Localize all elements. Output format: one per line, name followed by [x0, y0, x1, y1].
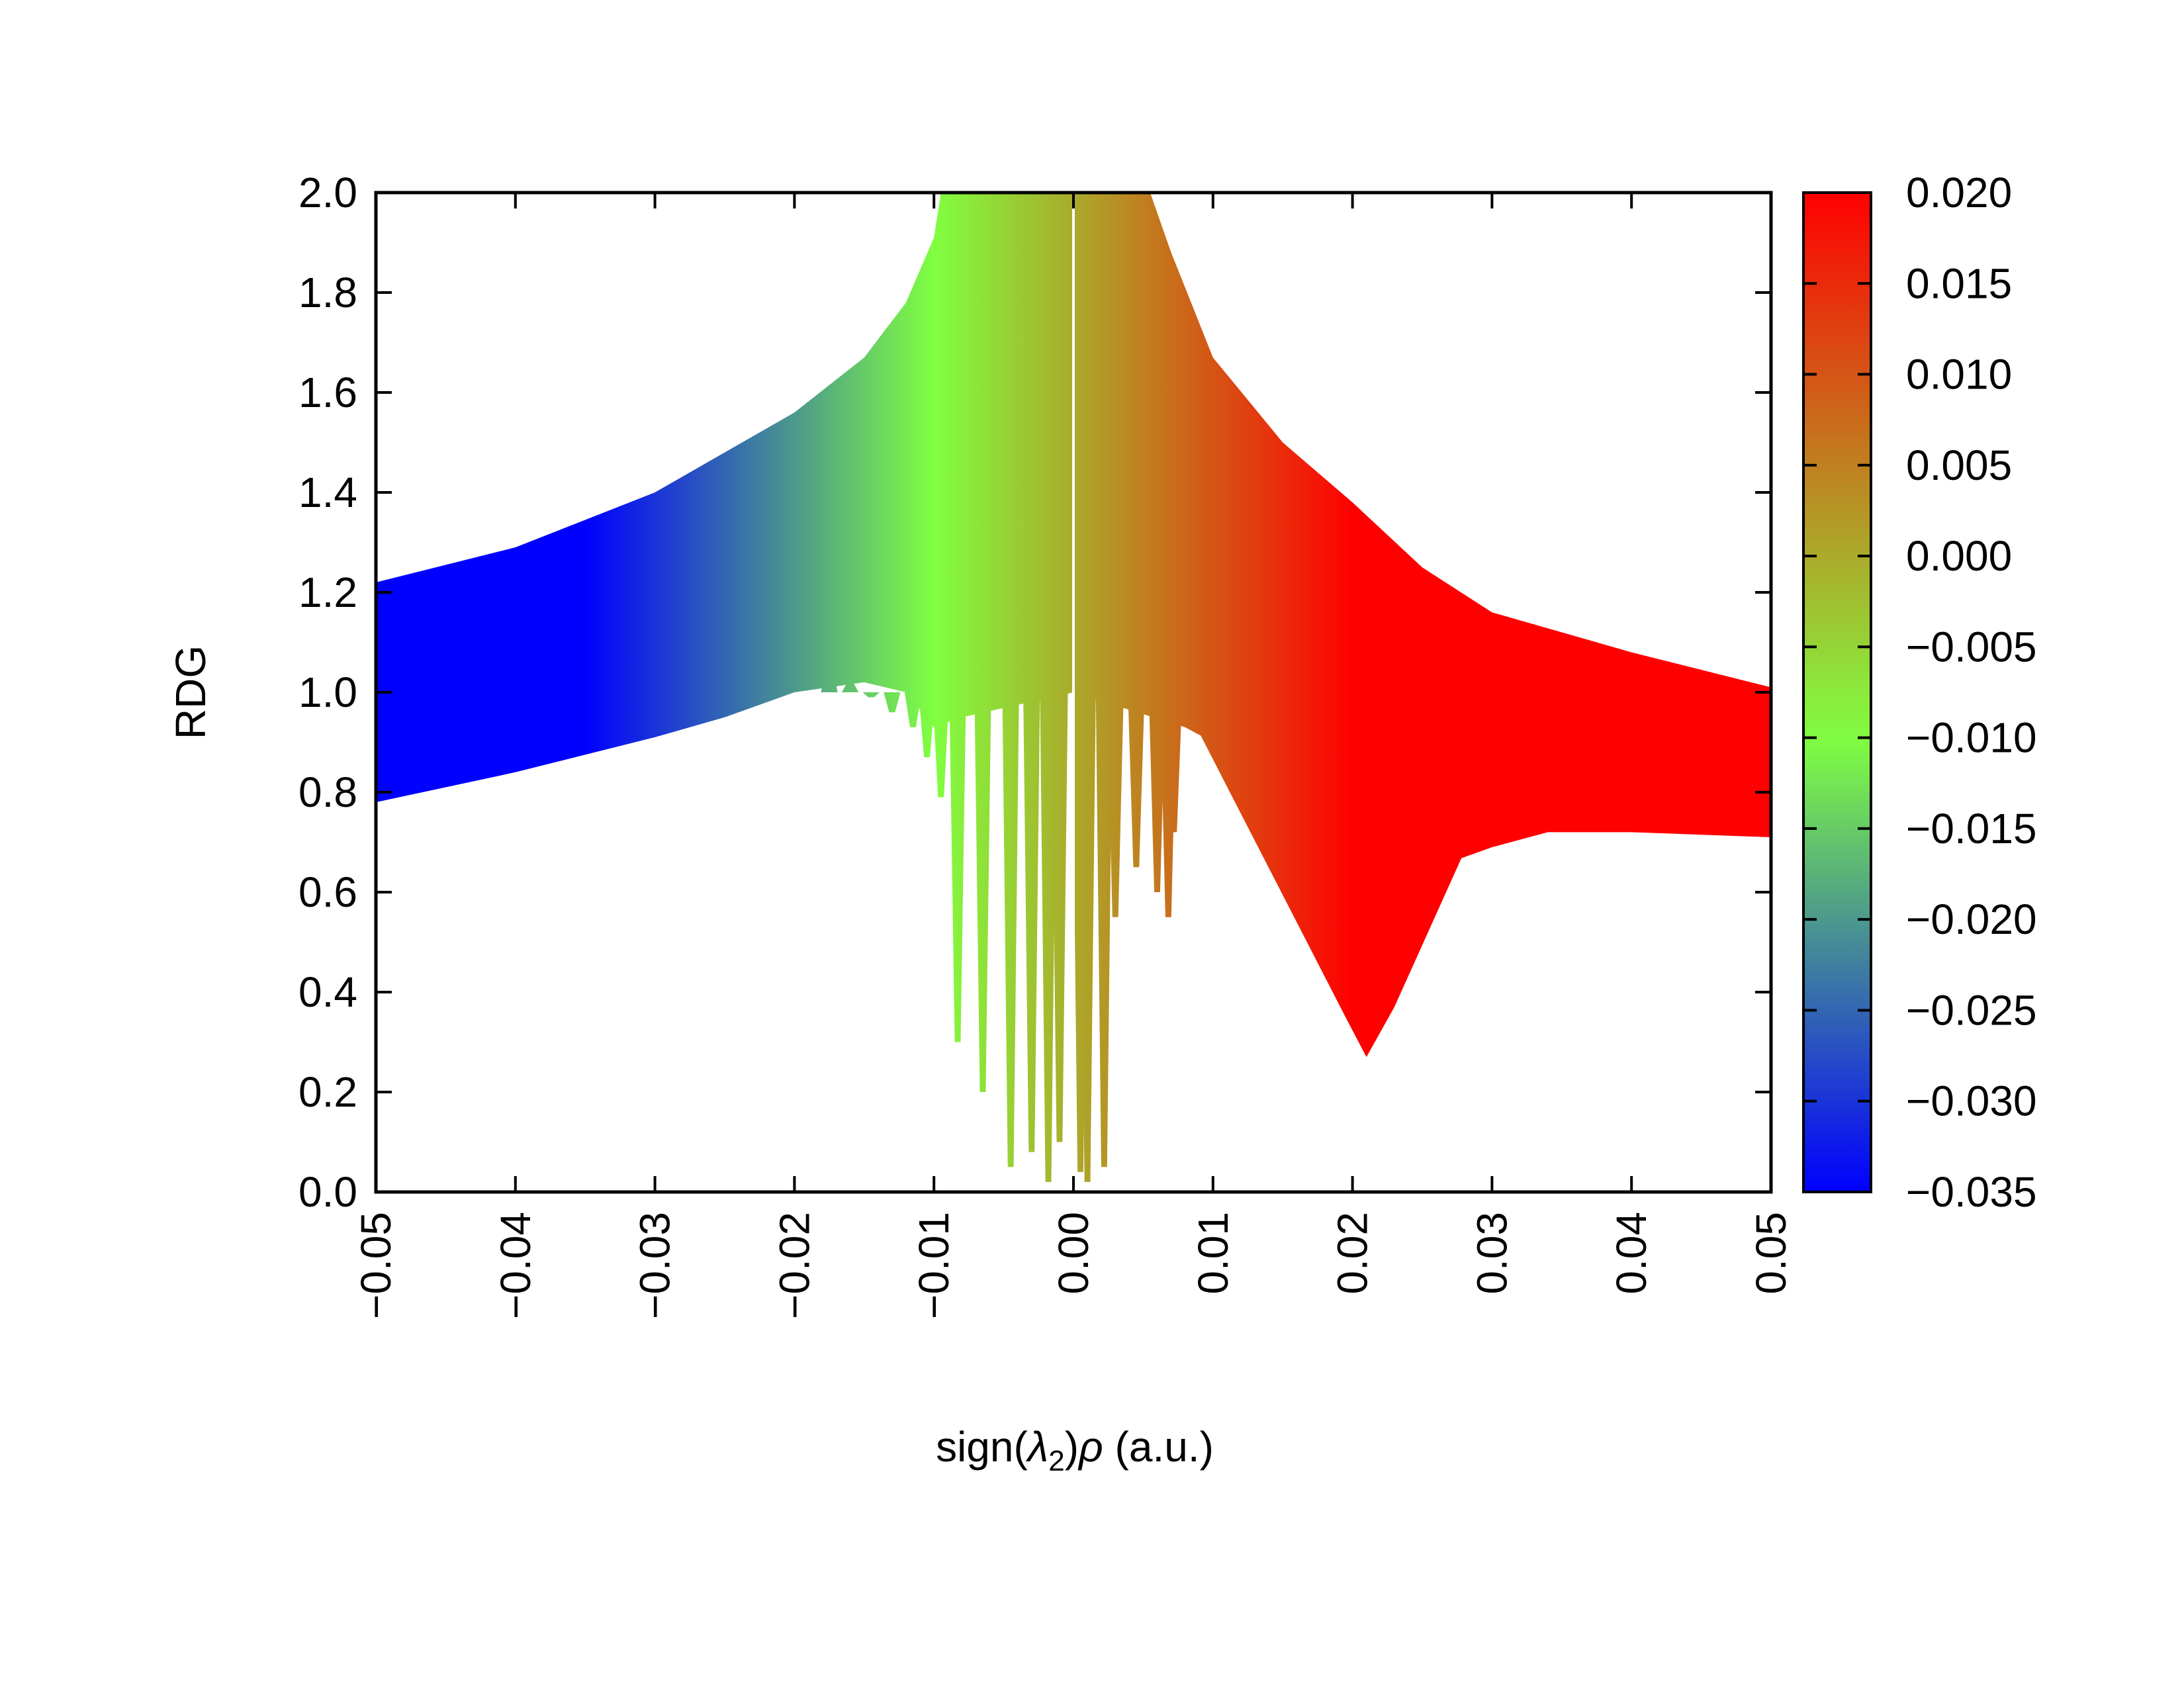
colorbar-tick-label: 0.020 [1906, 169, 2012, 216]
x-tick-label: 0.01 [1189, 1212, 1237, 1295]
colorbar-tick-label: −0.030 [1906, 1077, 2037, 1125]
rdg-spike [821, 667, 838, 692]
y-tick-label: 0.4 [298, 968, 357, 1016]
x-tick-label: 0.04 [1608, 1212, 1655, 1295]
y-tick-label: 1.8 [298, 269, 357, 316]
rdg-spike [1095, 692, 1113, 1167]
x-axis-label: sign(λ2)ρ (a.u.) [936, 1423, 1214, 1477]
rdg-spike [974, 692, 991, 1092]
rdg-spike [1107, 692, 1124, 917]
y-tick-label: 2.0 [298, 169, 357, 216]
y-axis: 0.0 0.2 0.4 0.6 0.8 1.0 1.2 1.4 1.6 1.8 2.0 [298, 169, 1771, 1216]
colorbar-tick-label: −0.005 [1906, 623, 2037, 670]
x-tick-label: −0.05 [352, 1212, 400, 1319]
rdg-spike [949, 692, 966, 1042]
colorbar-tick-label: 0.000 [1906, 532, 2012, 580]
rdg-spike [842, 682, 859, 692]
colorbar-tick-label: −0.025 [1906, 986, 2037, 1034]
rdg-spike [1128, 692, 1145, 868]
y-axis-label: RDG [167, 645, 214, 739]
y-tick-label: 0.6 [298, 868, 357, 916]
x-tick-label: 0.02 [1329, 1212, 1377, 1295]
colorbar-tick-label: 0.005 [1906, 441, 2012, 489]
colorbar-tick-label: 0.010 [1906, 351, 2012, 398]
y-tick-label: 1.2 [298, 569, 357, 616]
scatter-layer [376, 193, 1771, 1182]
x-tick-label: 0.05 [1747, 1212, 1795, 1295]
x-tick-label: −0.02 [770, 1212, 818, 1319]
y-tick-label: 1.0 [298, 668, 357, 716]
rdg-spike [904, 692, 922, 727]
colorbar-tick-label: −0.020 [1906, 895, 2037, 943]
rdg-spike [1002, 692, 1019, 1167]
x-axis: −0.05 −0.04 −0.03 −0.02 −0.01 0.00 0.01 0.02 0.0… [352, 193, 1795, 1319]
colorbar-tick-label: −0.010 [1906, 714, 2037, 762]
rdg-spike [933, 692, 950, 798]
rdg-spike [1165, 692, 1183, 833]
rdg-spike [919, 692, 936, 758]
colorbar-tick-label: −0.015 [1906, 805, 2037, 852]
colorbar-tick-label: −0.035 [1906, 1168, 2037, 1216]
rdg-spike [884, 692, 901, 713]
colorbar-tick-label: 0.015 [1906, 259, 2012, 307]
x-tick-label: 0.00 [1050, 1212, 1097, 1295]
y-tick-label: 0.8 [298, 768, 357, 816]
rdg-spike [1040, 692, 1057, 1182]
y-tick-label: 0.0 [298, 1168, 357, 1216]
rdg-minimum-wedge [1199, 732, 1465, 1058]
y-tick-label: 0.2 [298, 1068, 357, 1116]
rdg-spike [1023, 692, 1040, 1152]
y-tick-label: 1.4 [298, 469, 357, 516]
rdg-spike [1079, 692, 1096, 1182]
y-tick-label: 1.6 [298, 369, 357, 416]
x-tick-label: 0.03 [1468, 1212, 1516, 1295]
rdg-spike [862, 692, 880, 698]
colorbar-fill [1802, 191, 1872, 1193]
rdg-spike [1051, 692, 1068, 1142]
colorbar: −0.035 −0.030 −0.025 −0.020 −0.015 −0.010 −0.0… [1802, 169, 2037, 1216]
x-tick-label: −0.03 [631, 1212, 679, 1319]
x-tick-label: −0.04 [492, 1212, 539, 1319]
x-tick-label: −0.01 [910, 1212, 958, 1319]
